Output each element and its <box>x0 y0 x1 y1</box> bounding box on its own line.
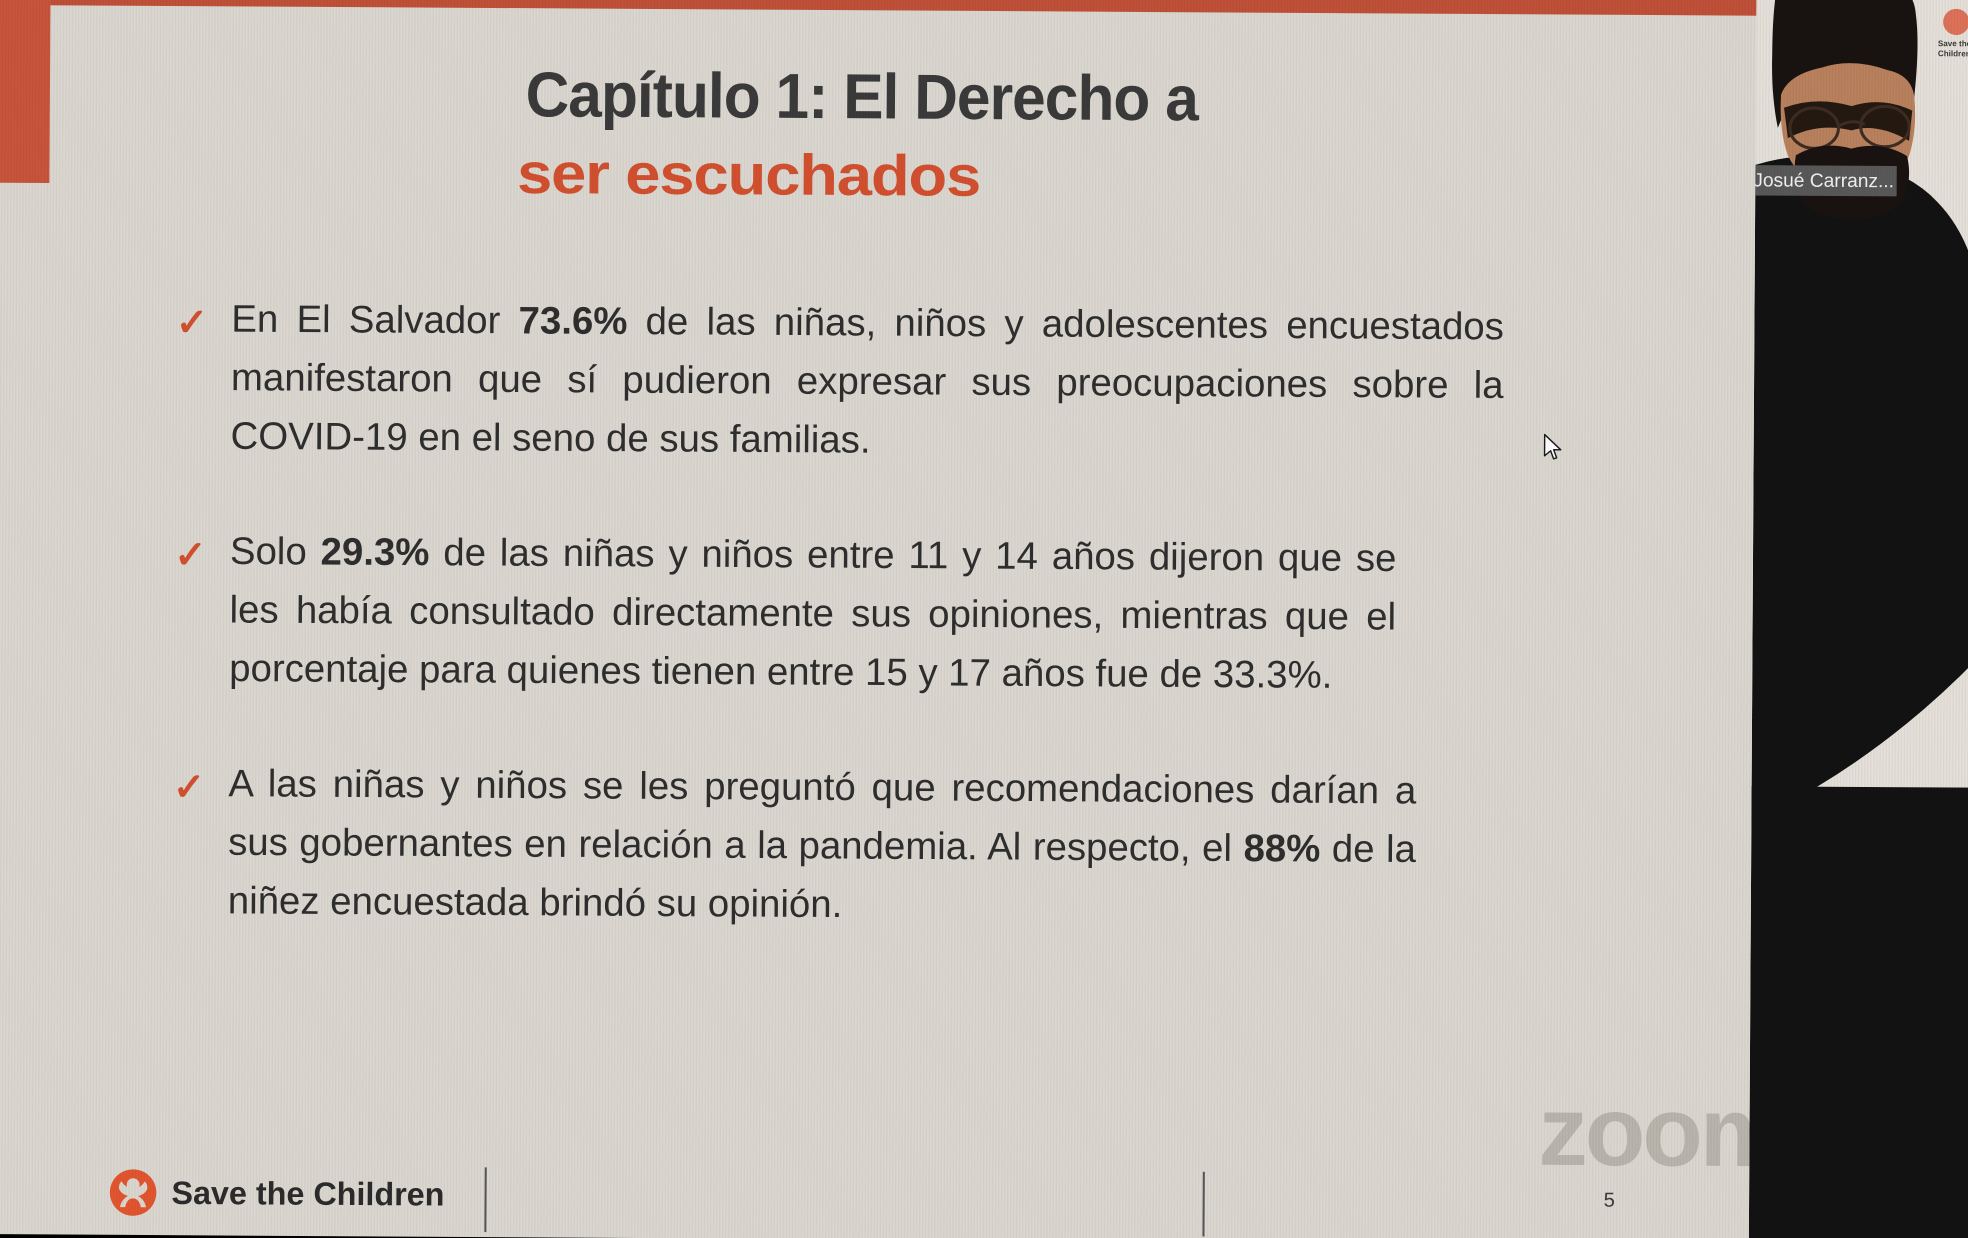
svg-text:Josué Carranz...: Josué Carranz... <box>1753 170 1894 192</box>
svg-text:Save the: Save the <box>1938 39 1968 48</box>
svg-text:Children: Children <box>1938 49 1968 58</box>
